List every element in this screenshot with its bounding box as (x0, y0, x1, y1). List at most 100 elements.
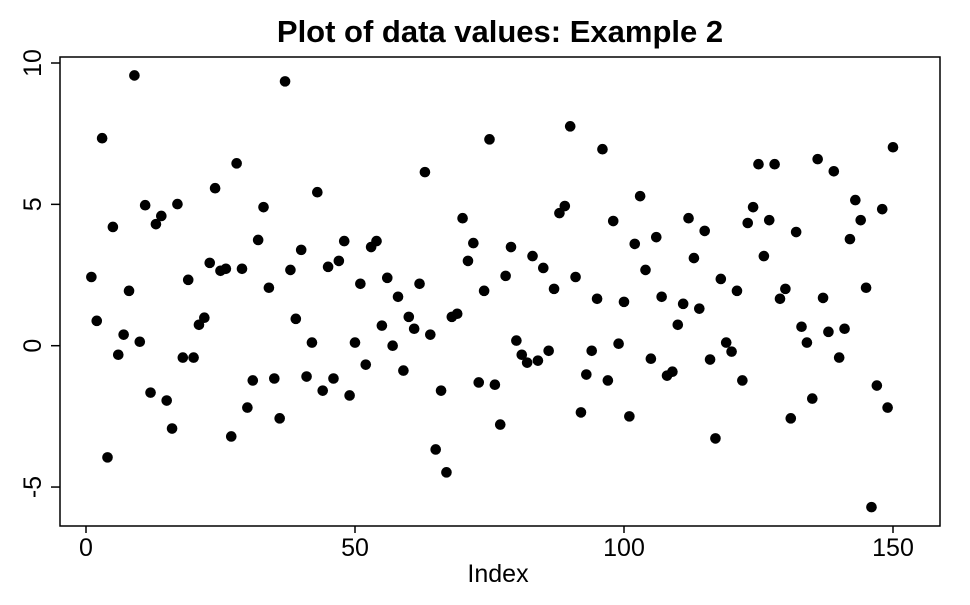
data-point (688, 252, 700, 264)
data-point (559, 200, 571, 212)
data-point (591, 293, 603, 305)
data-point (247, 375, 259, 386)
data-point (96, 132, 108, 144)
y-axis: -5 0 5 10 (19, 49, 60, 498)
x-tick-label: 100 (603, 534, 645, 562)
data-point (139, 199, 151, 211)
data-point (548, 283, 560, 295)
data-point (290, 313, 302, 325)
data-point (790, 226, 802, 238)
data-point (188, 352, 199, 363)
data-point (419, 166, 431, 178)
x-tick-label: 50 (341, 534, 369, 562)
data-point (425, 329, 436, 340)
data-point (360, 359, 372, 370)
data-point (726, 346, 737, 357)
data-point (747, 201, 759, 213)
data-point (564, 121, 576, 132)
data-point (349, 337, 361, 348)
data-point (812, 153, 823, 165)
data-point (338, 235, 350, 247)
data-point (505, 241, 517, 253)
data-point (166, 423, 178, 434)
data-point (839, 323, 850, 335)
data-point (855, 214, 867, 226)
data-point (457, 212, 468, 224)
data-point (521, 357, 533, 368)
data-point (242, 402, 253, 413)
data-point (156, 210, 167, 222)
data-point (737, 375, 748, 386)
data-point (500, 270, 511, 282)
data-point (118, 329, 129, 340)
data-point (398, 365, 409, 376)
data-point (532, 355, 544, 366)
data-point (145, 387, 156, 398)
data-point (882, 402, 893, 413)
data-point (543, 345, 554, 357)
data-point (650, 231, 662, 243)
data-point (656, 291, 667, 303)
data-point (823, 326, 834, 338)
data-point (279, 76, 291, 87)
data-point (575, 407, 587, 418)
data-point (624, 411, 635, 422)
data-point (887, 141, 899, 153)
data-point (177, 352, 189, 363)
data-point (780, 283, 791, 295)
data-point (538, 262, 549, 274)
data-point (371, 235, 382, 247)
chart-title: Plot of data values: Example 2 (277, 14, 723, 49)
data-point (112, 349, 124, 361)
y-tick-label: 10 (19, 49, 47, 77)
data-point (570, 271, 581, 283)
data-point (269, 373, 280, 384)
data-point (618, 296, 630, 308)
data-point (720, 337, 732, 348)
data-point (225, 431, 237, 442)
data-point (876, 203, 888, 215)
data-point (258, 201, 269, 213)
data-point (844, 233, 856, 245)
y-tick-label: 0 (19, 339, 47, 353)
data-point (694, 303, 705, 314)
data-point (704, 354, 716, 365)
data-point (86, 271, 97, 283)
data-point (231, 158, 242, 169)
data-point (107, 221, 119, 233)
data-point (252, 234, 264, 246)
plot-frame (59, 56, 941, 527)
data-point (387, 340, 398, 352)
data-point (807, 393, 818, 404)
data-point (182, 274, 194, 286)
data-point (833, 352, 845, 363)
data-point (494, 419, 506, 430)
data-point (871, 380, 883, 391)
data-point (672, 319, 684, 331)
data-point (172, 198, 183, 210)
data-point (478, 285, 490, 297)
x-tick-label: 0 (79, 534, 93, 562)
data-point (785, 413, 797, 424)
data-point (484, 134, 495, 145)
data-point (301, 371, 312, 382)
data-point (516, 349, 528, 361)
data-point (430, 444, 442, 455)
data-point (295, 244, 307, 256)
data-point (634, 190, 646, 202)
data-point (774, 293, 786, 305)
data-point (123, 285, 135, 297)
data-point (527, 250, 538, 262)
data-point (328, 373, 339, 384)
data-point (581, 369, 592, 380)
data-point (435, 385, 447, 396)
x-axis-label: Index (467, 560, 529, 588)
data-point (489, 379, 501, 391)
data-point (204, 257, 216, 269)
data-point (317, 385, 329, 396)
data-point (161, 395, 172, 406)
data-point (451, 308, 463, 320)
data-point (306, 337, 318, 348)
data-point (462, 255, 474, 267)
